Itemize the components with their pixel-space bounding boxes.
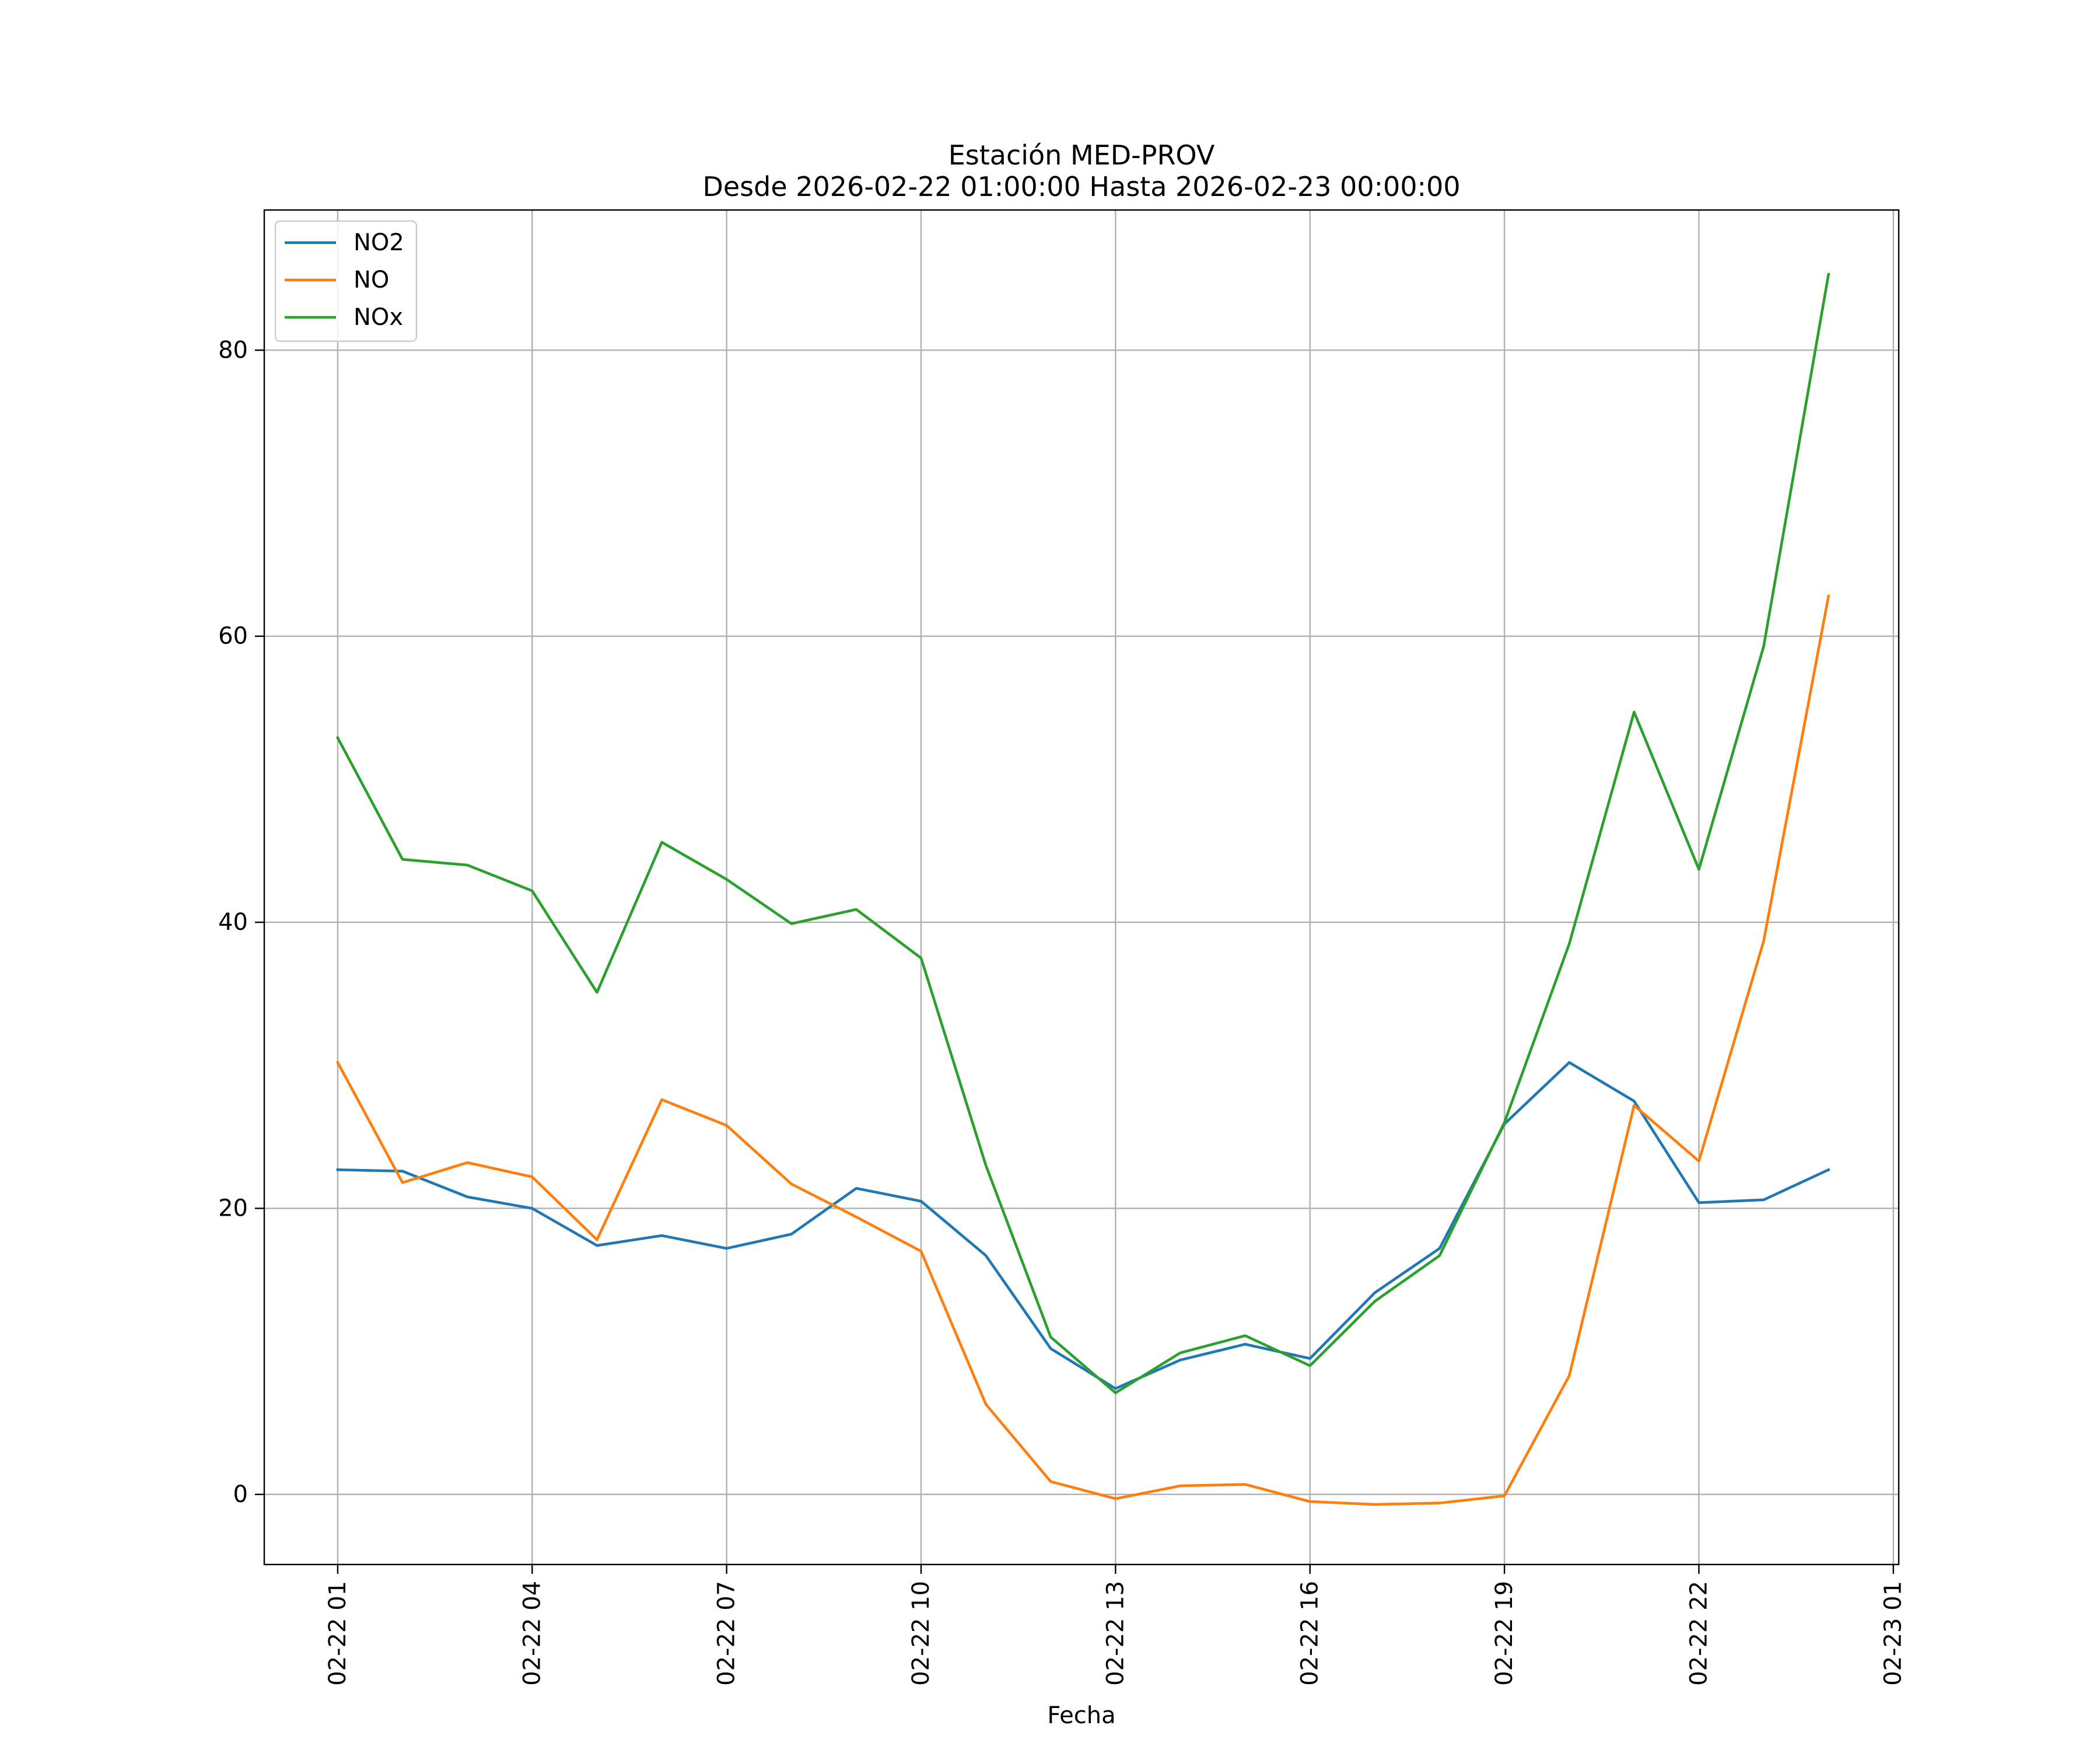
x-tick-label: 02-22 10 xyxy=(908,1581,935,1686)
plot-frame xyxy=(263,209,1900,1566)
legend-label-no2: NO2 xyxy=(354,229,404,256)
y-tick-label: 80 xyxy=(218,337,248,363)
x-tick-label: 02-22 13 xyxy=(1102,1581,1129,1686)
series-line-no2 xyxy=(336,1061,1831,1390)
legend: NO2 NO NOx xyxy=(274,220,418,342)
legend-label-nox: NOx xyxy=(354,304,403,331)
x-tick-label: 02-22 07 xyxy=(713,1581,740,1686)
series-lines xyxy=(335,272,1831,1506)
x-axis: 02-22 01 02-22 04 02-22 07 02-22 10 02-22 13… xyxy=(324,1564,1907,1686)
x-tick-label: 02-22 19 xyxy=(1491,1581,1518,1686)
y-axis: 0 20 40 60 80 xyxy=(218,337,264,1508)
chart-title-line-1: Estación MED-PROV xyxy=(949,139,1215,171)
x-tick-label: 02-22 22 xyxy=(1685,1581,1712,1686)
x-axis-label: Fecha xyxy=(1047,1702,1115,1729)
y-tick-label: 0 xyxy=(233,1481,248,1508)
grid xyxy=(264,210,1899,1564)
series-line-nox xyxy=(335,272,1831,1395)
x-tick-label: 02-22 01 xyxy=(324,1581,351,1686)
y-tick-label: 20 xyxy=(218,1195,248,1222)
x-tick-label: 02-22 04 xyxy=(519,1581,545,1686)
y-tick-label: 40 xyxy=(218,909,248,936)
legend-label-no: NO xyxy=(354,267,389,293)
legend-frame xyxy=(274,220,418,342)
series-line-no xyxy=(335,594,1831,1506)
x-tick-label: 02-22 16 xyxy=(1297,1581,1324,1686)
y-tick-label: 60 xyxy=(218,623,248,650)
chart-title-line-2: Desde 2026-02-22 01:00:00 Hasta 2026-02-… xyxy=(702,171,1460,202)
x-tick-label: 02-23 01 xyxy=(1880,1581,1907,1686)
